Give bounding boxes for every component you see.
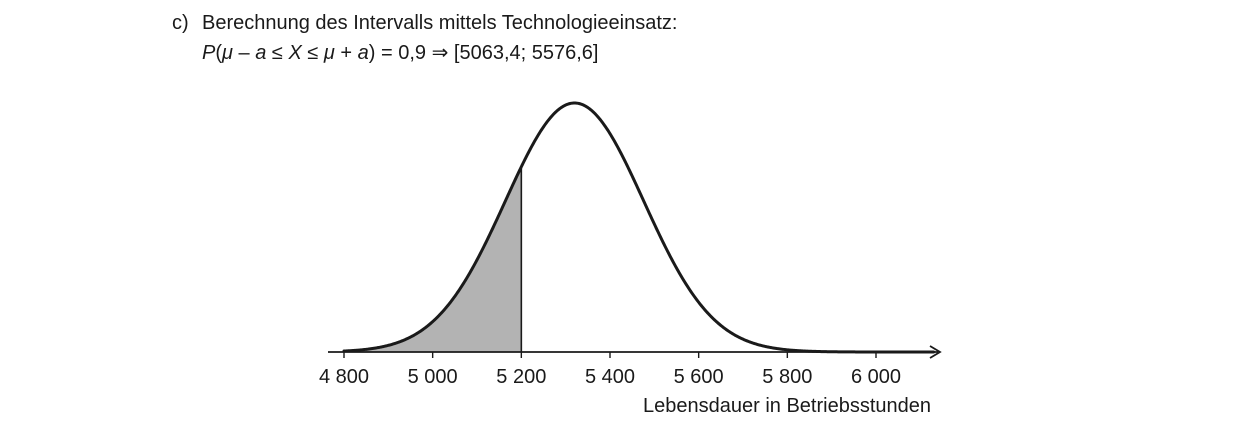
formula-mu-2: μ xyxy=(323,42,335,64)
formula-le-1: ≤ xyxy=(266,42,289,64)
formula-open: ( xyxy=(215,42,223,64)
task-formula: P(μ – a ≤ X ≤ μ + a) = 0,9 ⇒ [5063,4; 55… xyxy=(172,38,677,68)
formula-minus: – xyxy=(232,42,256,64)
x-tick-label-5600: 5 600 xyxy=(674,366,724,388)
formula-mu-1: μ xyxy=(222,42,233,64)
x-axis-label: Lebensdauer in Betriebsstunden xyxy=(643,395,931,417)
x-axis-arrow-icon xyxy=(929,345,942,359)
formula-p: P xyxy=(202,42,216,64)
x-tick-label-5200: 5 200 xyxy=(496,366,546,388)
task-text: c) Berechnung des Intervalls mittels Tec… xyxy=(172,8,677,68)
formula-x: X xyxy=(288,42,302,64)
x-tick-label-5000: 5 000 xyxy=(408,366,458,388)
formula-plus: + xyxy=(334,42,358,64)
x-tick-label-5800: 5 800 xyxy=(762,366,812,388)
chart-marks: 4 800 5 000 5 200 5 400 5 600 5 800 6 000 Leben… xyxy=(319,101,942,417)
formula-result: ) = 0,9 ⇒ [5063,4; 5576,6] xyxy=(368,42,599,64)
formula-a-1: a xyxy=(255,42,267,64)
density-curve xyxy=(342,101,936,354)
x-tick-label-4800: 4 800 xyxy=(319,366,369,388)
x-tick-label-5400: 5 400 xyxy=(585,366,635,388)
formula-a-2: a xyxy=(357,42,369,64)
shaded-area xyxy=(344,166,522,352)
formula-le-2: ≤ xyxy=(301,42,324,64)
x-tick-label-6000: 6 000 xyxy=(851,366,901,388)
task-title: Berechnung des Intervalls mittels Techno… xyxy=(202,12,678,34)
task-heading-row: c) Berechnung des Intervalls mittels Tec… xyxy=(172,8,677,38)
task-label: c) xyxy=(172,12,189,34)
